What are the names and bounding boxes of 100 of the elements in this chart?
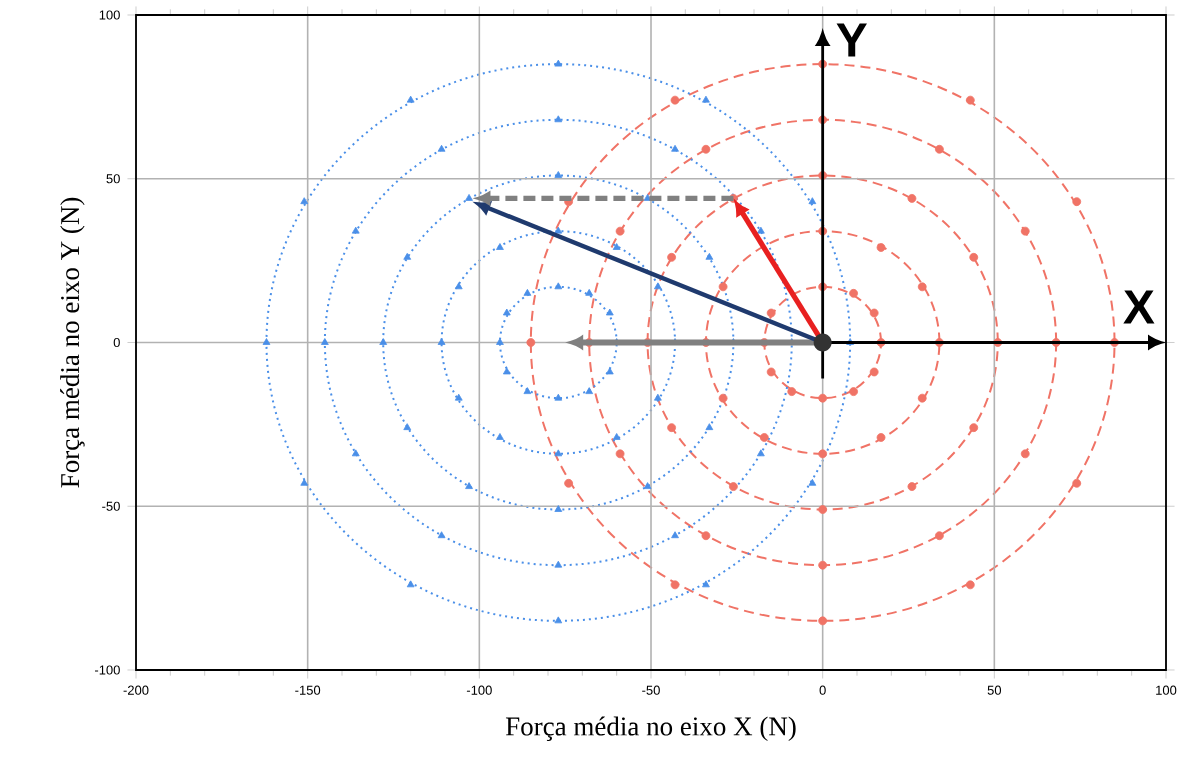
point <box>554 59 563 67</box>
point <box>818 449 828 459</box>
point <box>554 171 563 178</box>
point <box>612 433 621 440</box>
point <box>502 367 511 375</box>
point <box>849 387 858 397</box>
point <box>702 95 710 103</box>
x-tick-label: -150 <box>295 685 321 695</box>
x-tick-label: 50 <box>987 685 1002 695</box>
point <box>496 243 504 250</box>
point <box>403 252 412 260</box>
point <box>351 226 360 234</box>
y-tick-label: -50 <box>102 501 120 511</box>
point <box>554 226 563 234</box>
point <box>935 531 944 541</box>
point <box>454 393 463 401</box>
point <box>554 449 563 457</box>
point <box>705 252 714 260</box>
point <box>818 560 828 570</box>
y-axis-title: Força média no eixo Y (N) <box>60 197 85 488</box>
point <box>671 144 679 152</box>
point <box>454 282 463 290</box>
point <box>671 531 679 539</box>
point <box>300 478 309 486</box>
point <box>808 197 817 205</box>
x-tick-label: -100 <box>466 685 492 695</box>
point <box>496 433 504 440</box>
point <box>654 282 662 290</box>
point <box>757 449 765 457</box>
point <box>612 243 621 250</box>
point <box>1072 478 1082 488</box>
point <box>406 95 415 103</box>
point <box>818 505 828 514</box>
point <box>876 433 886 442</box>
point <box>917 282 927 292</box>
point <box>818 393 828 403</box>
x-tick-label: 100 <box>1156 685 1177 695</box>
point <box>300 197 309 205</box>
point <box>702 580 710 588</box>
point <box>907 193 917 203</box>
y-tick-label: 100 <box>99 10 120 20</box>
point <box>670 95 680 105</box>
point <box>554 616 563 624</box>
point <box>526 338 536 347</box>
point <box>667 423 677 433</box>
point <box>818 616 828 626</box>
point <box>605 308 614 316</box>
y-tick-label: 0 <box>113 337 120 348</box>
point <box>554 505 563 512</box>
point <box>523 288 532 296</box>
point <box>849 288 858 298</box>
point <box>379 338 388 345</box>
point <box>262 338 271 345</box>
point <box>554 282 563 290</box>
point <box>564 478 574 488</box>
point <box>705 423 714 431</box>
point <box>701 144 711 154</box>
point <box>615 226 625 236</box>
point <box>759 433 769 442</box>
point <box>465 193 473 201</box>
point <box>1020 449 1030 459</box>
point <box>757 226 765 234</box>
point <box>969 423 979 433</box>
point <box>1020 226 1030 236</box>
y-tick-label: -100 <box>94 665 120 675</box>
point <box>935 144 944 154</box>
point <box>667 252 677 262</box>
annotation: Y <box>836 23 867 57</box>
point <box>965 95 975 105</box>
x-tick-label: -200 <box>123 685 149 695</box>
point <box>502 308 511 316</box>
point <box>320 338 329 345</box>
point <box>496 338 504 345</box>
point <box>643 482 652 489</box>
point <box>1072 197 1082 207</box>
point <box>406 580 415 588</box>
point <box>554 560 563 568</box>
point <box>437 531 446 539</box>
point <box>670 580 680 590</box>
point <box>437 338 446 345</box>
point <box>403 423 412 431</box>
point <box>917 393 927 403</box>
annotation: X <box>1123 290 1155 324</box>
point <box>876 243 886 252</box>
point <box>729 482 738 491</box>
point <box>766 367 776 377</box>
point <box>701 531 711 541</box>
point <box>351 449 360 457</box>
point <box>718 393 728 403</box>
point <box>523 387 532 395</box>
point <box>654 393 662 401</box>
point <box>554 115 563 123</box>
point <box>907 482 917 491</box>
point <box>437 144 446 152</box>
point <box>554 393 563 401</box>
point <box>965 580 975 590</box>
point <box>808 478 817 486</box>
point <box>718 282 728 292</box>
point <box>615 449 625 459</box>
x-tick-label: -50 <box>642 685 660 695</box>
